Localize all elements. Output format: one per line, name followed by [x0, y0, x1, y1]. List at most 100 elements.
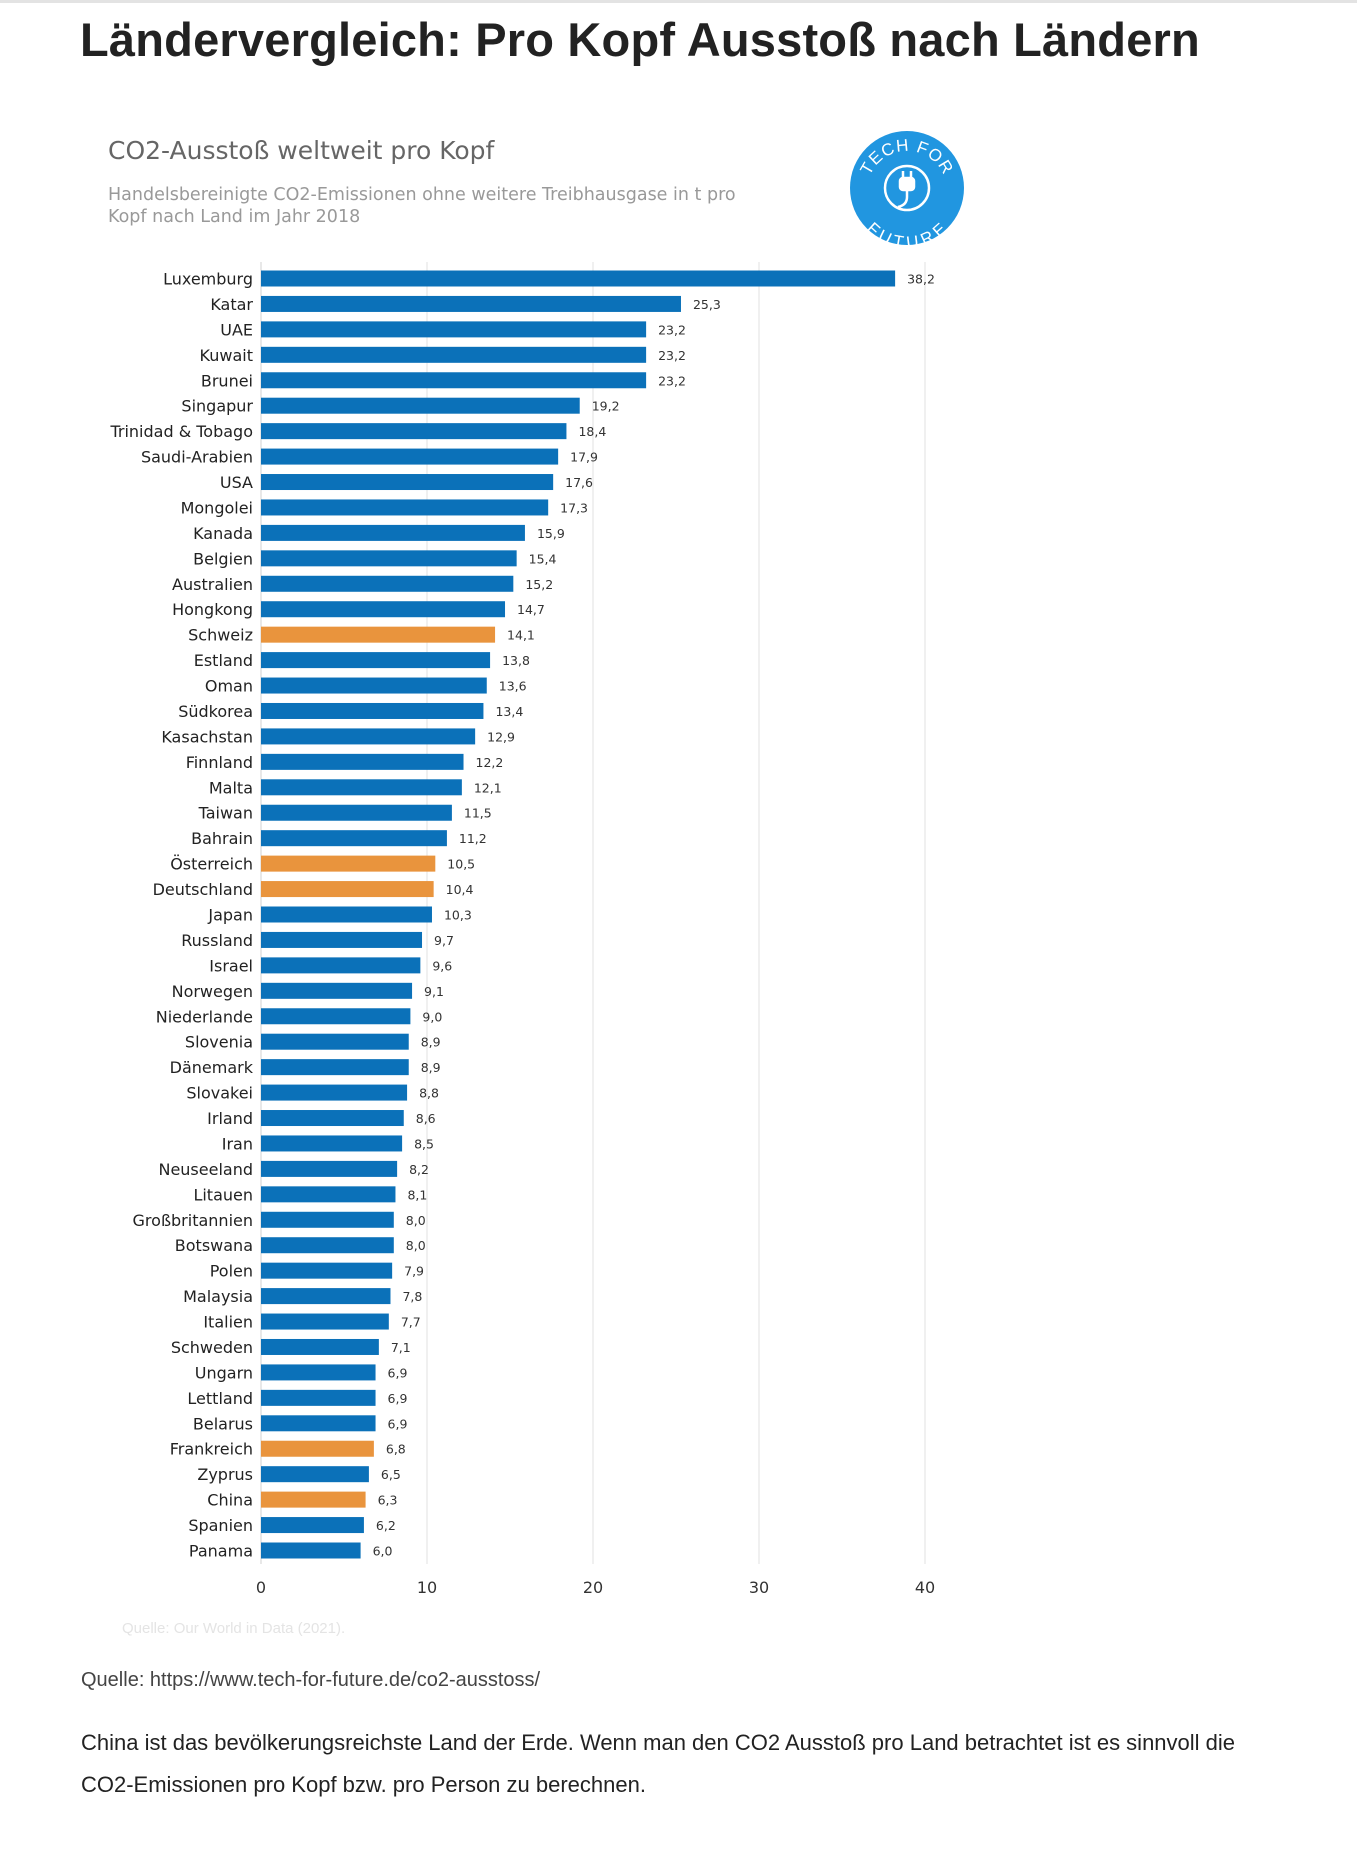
x-tick-label: 0: [256, 1578, 266, 1597]
bar: [261, 1313, 389, 1330]
value-label: 38,2: [907, 272, 935, 287]
bar-layer: [261, 270, 896, 1559]
bar: [261, 677, 487, 694]
x-tick-label: 20: [583, 1578, 603, 1597]
value-label: 6,0: [373, 1544, 393, 1559]
value-label: 9,1: [424, 984, 444, 999]
source-link[interactable]: Quelle: https://www.tech-for-future.de/c…: [81, 1669, 541, 1691]
value-label: 11,2: [459, 831, 487, 846]
bar: [261, 1211, 394, 1228]
value-label: 18,4: [578, 424, 606, 439]
value-label: 15,2: [525, 577, 553, 592]
value-label: 8,9: [421, 1035, 441, 1050]
value-label: 14,7: [517, 602, 545, 617]
category-label: UAE: [220, 320, 253, 339]
value-label: 9,7: [434, 933, 454, 948]
category-label: Slovakei: [186, 1084, 253, 1103]
value-label: 17,3: [560, 500, 588, 515]
value-label: 19,2: [592, 399, 620, 414]
bar: [261, 1008, 411, 1025]
category-label: Italien: [203, 1313, 253, 1332]
category-label: Lettland: [187, 1389, 253, 1408]
value-label: 23,2: [658, 348, 686, 363]
category-label: Malta: [209, 778, 253, 797]
category-label: Katar: [210, 295, 253, 314]
value-label: 13,8: [502, 653, 530, 668]
category-label: Iran: [222, 1134, 253, 1153]
bar: [261, 1491, 366, 1508]
page-title: Ländervergleich: Pro Kopf Ausstoß nach L…: [80, 13, 1200, 66]
value-label: 15,9: [537, 526, 565, 541]
bar: [261, 295, 681, 312]
bar: [261, 372, 647, 389]
value-label: 8,9: [421, 1060, 441, 1075]
category-label: China: [207, 1491, 253, 1510]
category-label: Israel: [209, 956, 253, 975]
category-label: Bahrain: [191, 829, 253, 848]
category-label: Südkorea: [178, 702, 253, 721]
bar: [261, 728, 476, 745]
bar: [261, 830, 447, 847]
value-label: 8,5: [414, 1136, 434, 1151]
value-label: 6,8: [386, 1442, 406, 1457]
category-label: Kanada: [193, 524, 253, 543]
value-label: 9,0: [422, 1009, 442, 1024]
value-label: 7,1: [391, 1340, 411, 1355]
bar: [261, 1364, 376, 1381]
category-label: Australien: [172, 575, 253, 594]
bar: [261, 906, 432, 923]
tech-for-future-logo: TECH FOR FUTURE: [850, 131, 964, 245]
category-label: Ungarn: [195, 1363, 253, 1382]
value-label: 15,4: [529, 551, 557, 566]
value-label: 11,5: [464, 806, 492, 821]
category-label: Dänemark: [170, 1058, 254, 1077]
category-label: Hongkong: [172, 600, 253, 619]
category-label: Singapur: [181, 397, 253, 416]
bar: [261, 1033, 409, 1050]
bar-chart: Luxemburg 38,2 Katar 25,3 UAE 23,2 Kuwait 23,2 B…: [109, 262, 935, 1597]
value-label: 7,7: [401, 1315, 421, 1330]
bar: [261, 1110, 404, 1127]
category-label: Slovenia: [185, 1033, 253, 1052]
bar: [261, 321, 647, 338]
x-tick-label: 40: [915, 1578, 935, 1597]
category-label: Deutschland: [153, 880, 253, 899]
bar: [261, 702, 484, 719]
bar: [261, 982, 413, 999]
category-label: Frankreich: [170, 1440, 253, 1459]
value-label: 10,3: [444, 908, 472, 923]
value-label: 8,1: [407, 1187, 427, 1202]
category-label: Polen: [210, 1262, 253, 1281]
category-label: Panama: [189, 1542, 253, 1561]
bar: [261, 1186, 396, 1203]
bar: [261, 474, 554, 491]
bar: [261, 270, 896, 287]
bar: [261, 626, 496, 643]
value-label: 8,2: [409, 1162, 429, 1177]
category-label: Zyprus: [197, 1465, 253, 1484]
bar: [261, 1084, 408, 1101]
bar: [261, 423, 567, 440]
value-label: 13,6: [499, 679, 527, 694]
category-label: Belarus: [193, 1414, 253, 1433]
value-label: 6,2: [376, 1518, 396, 1533]
value-label: 8,0: [406, 1213, 426, 1228]
category-label: Kuwait: [200, 346, 253, 365]
category-label: Belgien: [193, 549, 253, 568]
value-label: 6,3: [378, 1493, 398, 1508]
value-label: 8,8: [419, 1086, 439, 1101]
value-label: 12,1: [474, 780, 502, 795]
value-label: 8,6: [416, 1111, 436, 1126]
category-label: Mongolei: [181, 498, 253, 517]
value-label: 12,9: [487, 729, 515, 744]
category-label: Malaysia: [183, 1287, 253, 1306]
value-label: 25,3: [693, 297, 721, 312]
value-label: 10,4: [446, 882, 474, 897]
bar: [261, 1262, 393, 1279]
bar: [261, 1542, 361, 1559]
label-layer: Luxemburg 38,2 Katar 25,3 UAE 23,2 Kuwait 23,2 B…: [109, 270, 935, 1561]
bar: [261, 448, 559, 465]
logo-graphic: TECH FOR FUTURE: [857, 136, 957, 245]
